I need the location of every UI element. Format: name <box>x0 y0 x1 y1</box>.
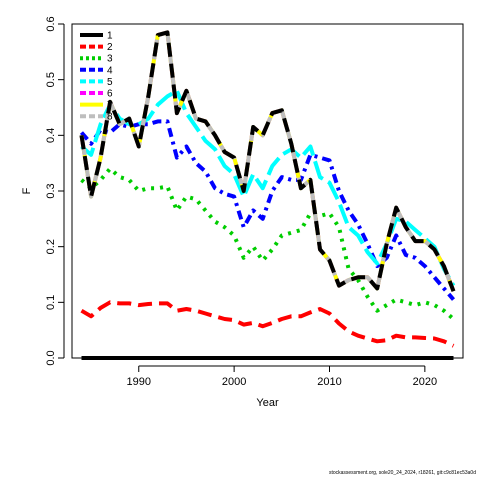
legend-label-8: 8 <box>107 112 113 123</box>
x-tick-label: 2000 <box>222 376 246 388</box>
x-axis-title: Year <box>256 397 279 409</box>
y-tick-label: 0.1 <box>45 295 57 310</box>
y-axis-title: F <box>21 187 33 194</box>
y-tick-label: 0.3 <box>45 183 57 198</box>
x-tick-label: 2020 <box>413 376 437 388</box>
x-tick-label: 1990 <box>127 376 151 388</box>
footer-credit: stockassessment.org, sole20_24_2024, r18… <box>328 470 476 476</box>
legend-label-5: 5 <box>107 77 113 88</box>
y-tick-label: 0.0 <box>45 350 57 365</box>
series-2-line <box>80 300 455 348</box>
x-axis: 1990 2000 2010 2020 <box>127 365 437 388</box>
x-tick-label: 2010 <box>317 376 341 388</box>
series-3-line <box>80 166 455 321</box>
series-layer <box>79 30 456 360</box>
legend-label-1: 1 <box>107 31 113 42</box>
y-tick-label: 0.4 <box>45 128 57 143</box>
legend-label-7: 7 <box>107 100 113 111</box>
y-tick-label: 0.2 <box>45 239 57 254</box>
y-axis: 0.0 0.1 0.2 0.3 0.4 0.5 0.6 <box>45 16 65 366</box>
series-4-line <box>79 119 456 301</box>
legend-label-2: 2 <box>107 42 113 53</box>
legend-label-6: 6 <box>107 89 113 100</box>
y-tick-label: 0.6 <box>45 16 57 31</box>
plot-frame <box>71 23 464 359</box>
y-tick-label: 0.5 <box>45 72 57 87</box>
legend-label-3: 3 <box>107 54 113 65</box>
series-overlay-line <box>79 30 456 292</box>
legend-label-4: 4 <box>107 65 113 76</box>
